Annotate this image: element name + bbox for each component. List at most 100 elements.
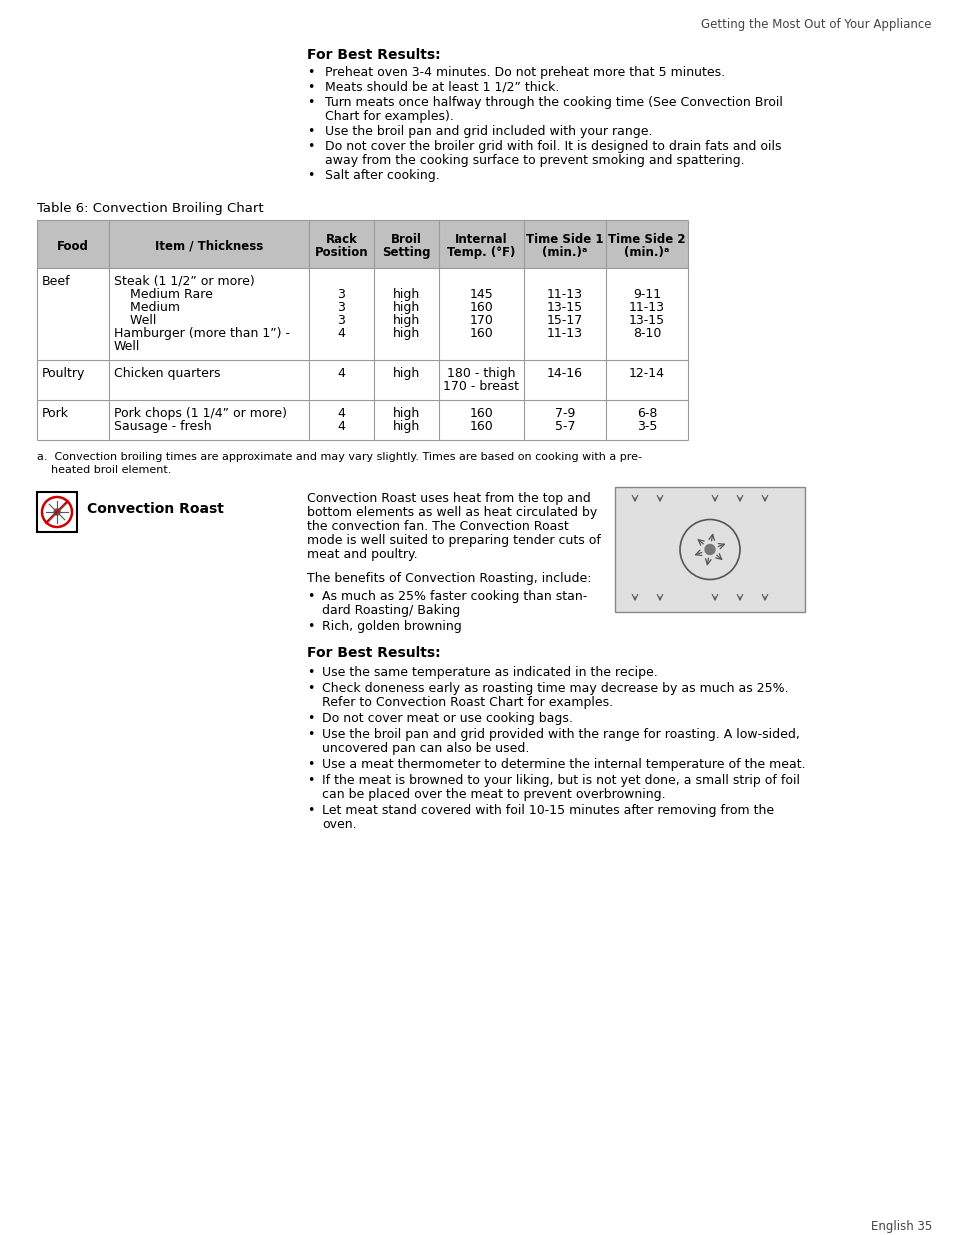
Text: Position: Position	[314, 246, 368, 259]
Text: Use the same temperature as indicated in the recipe.: Use the same temperature as indicated in…	[322, 666, 657, 679]
Text: •: •	[307, 140, 314, 153]
Text: Medium: Medium	[113, 301, 180, 314]
Text: 160: 160	[469, 420, 493, 433]
Text: high: high	[393, 367, 419, 380]
Text: dard Roasting/ Baking: dard Roasting/ Baking	[322, 604, 459, 618]
Text: Pork: Pork	[42, 408, 69, 420]
Text: 3: 3	[337, 288, 345, 301]
Text: away from the cooking surface to prevent smoking and spattering.: away from the cooking surface to prevent…	[325, 154, 744, 167]
Text: Hamburger (more than 1”) -: Hamburger (more than 1”) -	[113, 327, 290, 340]
Text: Steak (1 1/2” or more): Steak (1 1/2” or more)	[113, 275, 254, 288]
Text: Check doneness early as roasting time may decrease by as much as 25%.: Check doneness early as roasting time ma…	[322, 682, 788, 695]
Text: Getting the Most Out of Your Appliance: Getting the Most Out of Your Appliance	[700, 19, 931, 31]
Text: •: •	[307, 727, 314, 741]
Text: If the meat is browned to your liking, but is not yet done, a small strip of foi: If the meat is browned to your liking, b…	[322, 774, 800, 787]
Bar	[37, 359, 687, 400]
Text: Chicken quarters: Chicken quarters	[113, 367, 220, 380]
Text: Do not cover the broiler grid with foil. It is designed to drain fats and oils: Do not cover the broiler grid with foil.…	[325, 140, 781, 153]
Text: Convection Roast uses heat from the top and: Convection Roast uses heat from the top …	[307, 492, 590, 505]
Text: 3: 3	[337, 301, 345, 314]
Text: 11-13: 11-13	[546, 327, 582, 340]
Text: 6-8: 6-8	[637, 408, 657, 420]
Text: Rich, golden browning: Rich, golden browning	[322, 620, 461, 634]
Bar	[615, 487, 804, 613]
Text: 4: 4	[337, 367, 345, 380]
Text: a.  Convection broiling times are approximate and may vary slightly. Times are b: a. Convection broiling times are approxi…	[37, 452, 641, 462]
Text: 13-15: 13-15	[628, 314, 664, 327]
Text: 13-15: 13-15	[546, 301, 582, 314]
Text: the convection fan. The Convection Roast: the convection fan. The Convection Roast	[307, 520, 568, 534]
Text: Use the broil pan and grid included with your range.: Use the broil pan and grid included with…	[325, 125, 652, 138]
Text: 11-13: 11-13	[628, 301, 664, 314]
Text: •: •	[307, 682, 314, 695]
Text: meat and poultry.: meat and poultry.	[307, 548, 417, 561]
Text: Use the broil pan and grid provided with the range for roasting. A low-sided,: Use the broil pan and grid provided with…	[322, 727, 799, 741]
Text: Well: Well	[113, 314, 156, 327]
Text: •: •	[307, 125, 314, 138]
Text: Let meat stand covered with foil 10-15 minutes after removing from the: Let meat stand covered with foil 10-15 m…	[322, 804, 773, 818]
Text: •: •	[307, 804, 314, 818]
Text: 11-13: 11-13	[546, 288, 582, 301]
Text: uncovered pan can also be used.: uncovered pan can also be used.	[322, 742, 529, 755]
Text: Setting: Setting	[382, 246, 431, 259]
Text: 160: 160	[469, 408, 493, 420]
Text: 4: 4	[337, 420, 345, 433]
Text: 180 - thigh: 180 - thigh	[447, 367, 516, 380]
Text: Food: Food	[57, 240, 89, 252]
Bar	[37, 400, 687, 440]
Text: Internal: Internal	[455, 233, 507, 246]
Text: •: •	[307, 96, 314, 109]
Text: Well: Well	[113, 340, 140, 353]
Text: 4: 4	[337, 327, 345, 340]
Text: 12-14: 12-14	[628, 367, 664, 380]
Text: 145: 145	[469, 288, 493, 301]
Circle shape	[54, 509, 60, 515]
Text: English 35: English 35	[870, 1220, 931, 1233]
Text: high: high	[393, 301, 419, 314]
Text: Turn meats once halfway through the cooking time (See Convection Broil: Turn meats once halfway through the cook…	[325, 96, 782, 109]
Text: •: •	[307, 590, 314, 603]
Text: mode is well suited to preparing tender cuts of: mode is well suited to preparing tender …	[307, 534, 600, 547]
Text: Medium Rare: Medium Rare	[113, 288, 213, 301]
Bar	[37, 492, 77, 532]
Text: 14-16: 14-16	[546, 367, 582, 380]
Text: high: high	[393, 314, 419, 327]
Text: 9-11: 9-11	[632, 288, 660, 301]
Text: heated broil element.: heated broil element.	[37, 466, 172, 475]
Text: Refer to Convection Roast Chart for examples.: Refer to Convection Roast Chart for exam…	[322, 697, 613, 709]
Text: Item / Thickness: Item / Thickness	[154, 240, 263, 252]
Text: Chart for examples).: Chart for examples).	[325, 110, 454, 124]
Text: Poultry: Poultry	[42, 367, 85, 380]
Text: •: •	[307, 82, 314, 94]
Text: bottom elements as well as heat circulated by: bottom elements as well as heat circulat…	[307, 506, 597, 519]
Text: 170 - breast: 170 - breast	[443, 380, 519, 393]
Text: oven.: oven.	[322, 818, 356, 831]
Text: 170: 170	[469, 314, 493, 327]
Text: •: •	[307, 65, 314, 79]
Text: Time Side 2: Time Side 2	[608, 233, 685, 246]
Text: Salt after cooking.: Salt after cooking.	[325, 169, 439, 182]
Text: can be placed over the meat to prevent overbrowning.: can be placed over the meat to prevent o…	[322, 788, 665, 802]
Text: •: •	[307, 620, 314, 634]
Text: Meats should be at least 1 1/2” thick.: Meats should be at least 1 1/2” thick.	[325, 82, 558, 94]
Text: 4: 4	[337, 408, 345, 420]
Text: •: •	[307, 774, 314, 787]
Bar	[37, 220, 687, 268]
Text: 3: 3	[337, 314, 345, 327]
Text: 15-17: 15-17	[546, 314, 582, 327]
Text: For Best Results:: For Best Results:	[307, 48, 440, 62]
Text: 5-7: 5-7	[554, 420, 575, 433]
Text: Table 6: Convection Broiling Chart: Table 6: Convection Broiling Chart	[37, 203, 263, 215]
Text: Broil: Broil	[391, 233, 421, 246]
Text: 160: 160	[469, 327, 493, 340]
Circle shape	[704, 545, 714, 555]
Text: Convection Roast: Convection Roast	[87, 501, 224, 516]
Text: 7-9: 7-9	[555, 408, 575, 420]
Text: high: high	[393, 327, 419, 340]
Text: Sausage - fresh: Sausage - fresh	[113, 420, 212, 433]
Text: The benefits of Convection Roasting, include:: The benefits of Convection Roasting, inc…	[307, 572, 591, 585]
Text: For Best Results:: For Best Results:	[307, 646, 440, 659]
Text: Do not cover meat or use cooking bags.: Do not cover meat or use cooking bags.	[322, 713, 572, 725]
Bar	[37, 268, 687, 359]
Text: (min.)ᵃ: (min.)ᵃ	[623, 246, 669, 259]
